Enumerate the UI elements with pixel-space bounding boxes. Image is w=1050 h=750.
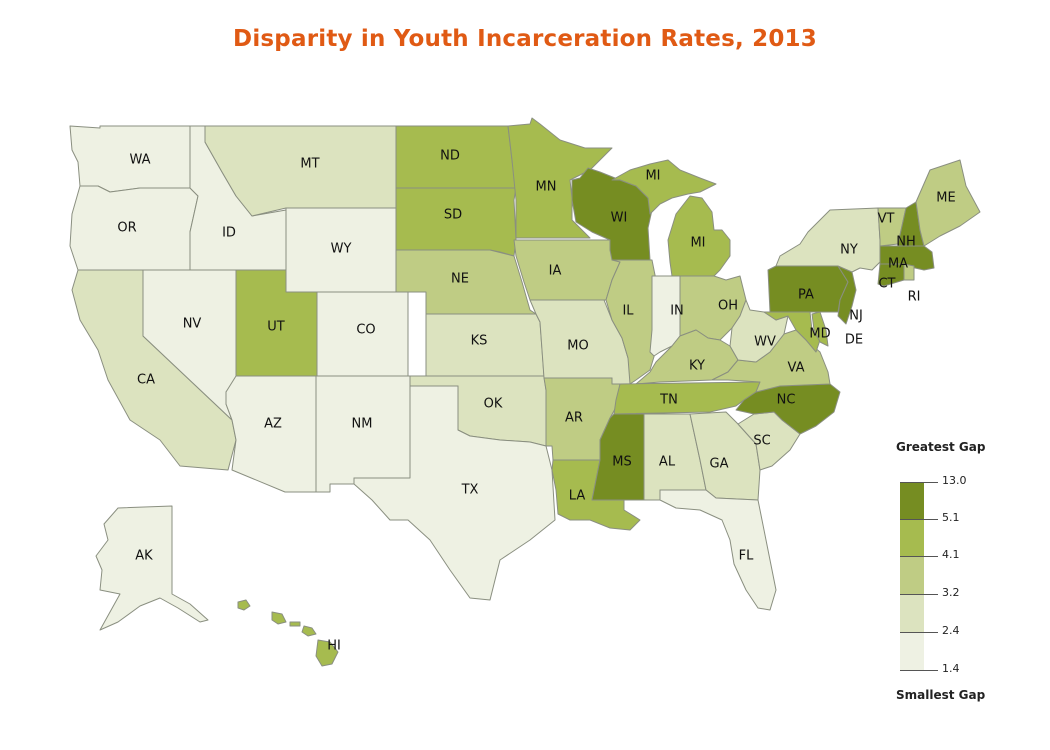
label-va: VA [788,361,805,376]
label-al: AL [659,455,676,470]
label-ar: AR [565,411,583,426]
legend-tick-label: 3.2 [942,586,960,599]
label-nj: NJ [849,309,863,324]
label-hi: HI [327,639,341,654]
label-wv: WV [754,335,776,350]
state-nm[interactable] [315,375,411,493]
legend-swatch-bin1 [900,632,924,670]
chart-title: Disparity in Youth Incarceration Rates, … [233,26,817,52]
legend-tick-label: 1.4 [942,662,960,675]
state-az[interactable] [225,375,317,493]
legend-swatch-bin4 [900,519,924,556]
state-vt[interactable] [877,207,907,247]
legend-tick [900,632,938,633]
legend-swatch-bin3 [900,556,924,594]
label-ut: UT [267,320,285,335]
label-nh: NH [896,235,916,250]
state-ny[interactable] [775,207,881,273]
state-ct[interactable] [877,263,905,287]
label-mi-upper: MI [645,169,660,184]
legend-swatch-bin2 [900,594,924,632]
label-ok: OK [484,397,503,412]
label-mi: MI [690,236,705,251]
state-nj[interactable] [837,265,857,325]
label-nm: NM [352,417,373,432]
label-ia: IA [549,264,562,279]
state-ak[interactable] [95,505,209,631]
legend-tick-label: 4.1 [942,548,960,561]
label-de: DE [845,333,863,348]
label-ca: CA [137,373,155,388]
label-md: MD [809,327,830,342]
legend-tick [900,519,938,520]
legend-swatch-bin5 [900,482,924,519]
label-co: CO [356,323,375,338]
label-fl: FL [739,549,754,564]
legend-tick [900,482,938,483]
label-mo: MO [567,339,588,354]
label-or: OR [117,221,136,236]
label-id: ID [222,226,236,241]
legend-tick [900,670,938,671]
label-sd: SD [444,208,462,223]
label-nv: NV [183,317,202,332]
label-wi: WI [611,211,628,226]
state-mn[interactable] [507,117,613,239]
label-tx: TX [461,483,479,498]
label-ga: GA [710,457,729,472]
state-me[interactable] [915,159,981,247]
state-hi[interactable] [237,599,339,667]
label-pa: PA [798,288,814,303]
legend-tick [900,556,938,557]
label-tn: TN [659,393,678,408]
state-mi-lower[interactable] [667,195,731,277]
label-nc: NC [777,393,796,408]
label-nd: ND [440,149,460,164]
label-ri: RI [908,290,921,305]
label-ak: AK [135,549,153,564]
label-ky: KY [689,359,705,374]
label-wa: WA [129,153,150,168]
label-ms: MS [612,455,631,470]
state-ia[interactable] [513,239,621,301]
legend-tick [900,594,938,595]
label-mn: MN [536,180,557,195]
state-md[interactable] [763,311,821,353]
label-ny: NY [840,243,858,258]
label-il: IL [622,304,634,319]
label-mt: MT [300,157,319,172]
label-oh: OH [718,299,738,314]
label-az: AZ [264,417,282,432]
label-in: IN [670,304,684,319]
legend-tick-label: 13.0 [942,474,967,487]
state-ga[interactable] [689,411,761,501]
label-ma: MA [888,257,908,272]
state-ri[interactable] [903,263,915,281]
state-fl[interactable] [659,489,777,611]
legend-tick-label: 2.4 [942,624,960,637]
label-ct: CT [878,277,895,292]
label-la: LA [569,489,586,504]
legend-top-label: Greatest Gap [896,440,986,454]
state-ne[interactable] [395,249,537,315]
state-mi-upper[interactable] [611,159,717,215]
label-me: ME [936,191,955,206]
legend-bottom-label: Smallest Gap [896,688,986,702]
label-wy: WY [331,242,352,257]
state-wi[interactable] [571,167,653,261]
state-tx[interactable] [353,385,556,601]
legend-tick-label: 5.1 [942,511,960,524]
label-ks: KS [471,334,488,349]
label-vt: VT [878,212,895,227]
label-ne: NE [451,272,469,287]
label-sc: SC [753,434,770,449]
